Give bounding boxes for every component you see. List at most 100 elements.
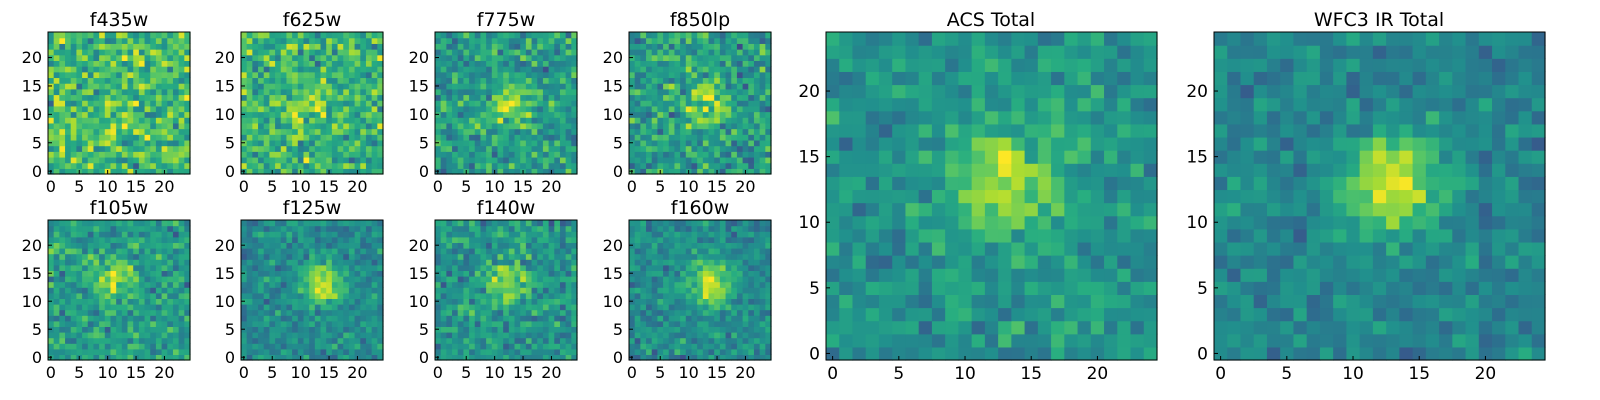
heatmap-cell [748, 139, 755, 147]
heatmap-cell [331, 128, 339, 135]
heatmap-cell [892, 281, 907, 295]
heatmap-cell [1143, 32, 1158, 46]
heatmap-cell [110, 32, 117, 39]
heatmap-cell [246, 287, 253, 294]
heatmap-cell [865, 97, 880, 112]
heatmap-cell [663, 49, 670, 56]
heatmap-cell [514, 315, 521, 322]
heatmap-cell [759, 43, 766, 50]
heatmap-cell [320, 242, 327, 249]
heatmap-cell [65, 332, 72, 339]
heatmap-cell [839, 228, 854, 243]
heatmap-cell [65, 242, 72, 249]
heatmap-cell [452, 54, 459, 61]
heatmap-cell [354, 100, 361, 107]
heatmap-cell [184, 49, 191, 56]
heatmap-cell [1090, 307, 1105, 322]
heatmap-cell [634, 60, 641, 67]
heatmap-cell [155, 225, 163, 232]
heatmap-cell [508, 292, 516, 299]
heatmap-cell [565, 54, 572, 61]
heatmap-cell [480, 298, 487, 305]
heatmap-cell [53, 156, 60, 164]
heatmap-cell [548, 270, 555, 277]
heatmap-cell [144, 259, 151, 266]
heatmap-cell [634, 151, 641, 158]
heatmap-cell [275, 276, 282, 283]
heatmap-cell [65, 105, 72, 113]
heatmap-cell [371, 231, 378, 238]
heatmap-cell [360, 156, 367, 164]
heatmap-cell [172, 320, 180, 327]
heatmap-cell [343, 309, 350, 316]
heatmap-cell [292, 264, 299, 271]
heatmap-cell [474, 151, 482, 158]
heatmap-cell [1037, 241, 1052, 256]
heatmap-cell [144, 242, 151, 249]
heatmap-cell [138, 94, 146, 101]
heatmap-cell [138, 281, 146, 288]
heatmap-cell [668, 60, 676, 67]
heatmap-cell [286, 270, 293, 277]
heatmap-cell [892, 241, 907, 256]
heatmap-cell [1104, 241, 1118, 256]
heatmap-cell [491, 71, 499, 79]
heatmap-cell [155, 139, 163, 147]
heatmap-cell [314, 77, 322, 84]
y-tick-label: 20 [603, 48, 623, 67]
heatmap-cell [377, 320, 384, 327]
heatmap-cell [258, 348, 265, 355]
heatmap-cell [469, 253, 476, 260]
heatmap-cell [286, 332, 293, 339]
heatmap-cell [1117, 123, 1132, 138]
heatmap-cell [309, 259, 316, 266]
heatmap-cell [360, 145, 367, 152]
heatmap-cell [144, 37, 151, 44]
heatmap-cell [559, 100, 567, 107]
heatmap-cell [331, 32, 339, 39]
heatmap-cell [640, 162, 647, 169]
heatmap-cell [680, 32, 687, 39]
heatmap-cell [697, 151, 704, 158]
heatmap-cell [280, 231, 288, 238]
heatmap-cell [258, 37, 265, 44]
heatmap-cell [314, 343, 322, 350]
heatmap-cell [708, 122, 715, 130]
heatmap-cell [918, 307, 933, 322]
x-tick-label: 15 [1020, 364, 1042, 384]
heatmap-cell [520, 298, 527, 305]
heatmap-cell [486, 54, 493, 61]
heatmap-cell [371, 151, 378, 158]
heatmap-cell [486, 77, 493, 84]
y-tick-label: 20 [215, 236, 235, 255]
heatmap-cell [258, 139, 265, 147]
heatmap-cell [753, 122, 761, 130]
heatmap-cell [161, 83, 168, 90]
heatmap-cell [865, 136, 880, 151]
heatmap-cell [275, 225, 282, 232]
heatmap-cell [184, 88, 191, 96]
heatmap-cell [65, 43, 72, 50]
heatmap-cell [674, 60, 681, 67]
heatmap-cell [554, 348, 561, 355]
heatmap-cell [297, 32, 305, 39]
heatmap-cell [138, 343, 146, 350]
heatmap-cell [116, 71, 123, 79]
heatmap-cell [286, 37, 293, 44]
heatmap-cell [258, 343, 265, 350]
heatmap-cell [1077, 320, 1092, 335]
heatmap-cell [70, 220, 77, 227]
heatmap-cell [503, 151, 510, 158]
heatmap-cell [839, 241, 854, 256]
heatmap-cell [725, 71, 732, 79]
heatmap-cell [452, 343, 459, 350]
heatmap-cell [377, 168, 384, 175]
heatmap-cell [548, 298, 555, 305]
heatmap-cell [303, 242, 310, 249]
heatmap-cell [474, 326, 482, 333]
heatmap-cell [480, 66, 487, 73]
heatmap-cell [161, 32, 168, 39]
heatmap-cell [571, 270, 578, 277]
heatmap-cell [497, 66, 504, 73]
heatmap-cell [110, 156, 117, 164]
